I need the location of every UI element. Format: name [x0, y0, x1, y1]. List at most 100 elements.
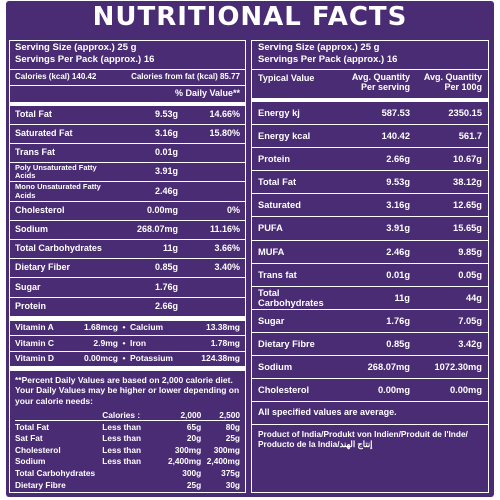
typical-value-name: MUFA: [258, 246, 285, 257]
dv-2500: 2,400mg: [206, 456, 240, 467]
dv-nutrient: Dietary Fibre: [15, 479, 66, 490]
dv-comparison: Less than: [102, 456, 142, 467]
col-typical-value: Typical Value: [258, 73, 315, 83]
daily-value-header: % Daily Value**: [10, 86, 245, 106]
nutrient-name: Dietary Fiber: [15, 262, 71, 273]
nutrient-row: Sodium 268.07mg 11.16%: [10, 221, 245, 240]
nutrient-name: Protein: [15, 300, 47, 311]
table-header: Typical Value Avg. Quantity Per serving …: [252, 70, 488, 102]
per-serving-value: 0.00mg: [377, 385, 410, 396]
per-100g-value: 2350.15: [448, 107, 482, 118]
per-100g-value: 561.7: [458, 131, 482, 142]
dv-2000: 25g: [186, 479, 202, 490]
vitamin-name: Vitamin A: [15, 322, 54, 333]
per-serving-value: 3.16g: [386, 200, 410, 211]
dv-2000: 300g: [182, 468, 202, 479]
vitamin-row: Vitamin D 0.00mcg • Potassium 124.38mg: [10, 352, 245, 368]
nutrient-value: 11g: [162, 243, 178, 254]
nutrient-daily-value: 14.66%: [209, 108, 240, 119]
daily-value-row: Total Fat Less than 65g 80g: [15, 421, 240, 433]
per-100g-value: 12.65g: [453, 200, 482, 211]
per-serving-value: 0.01g: [386, 269, 410, 280]
nutrient-value: 0.00mg: [146, 204, 178, 215]
table-row: Total Carbohydrates 11g 44g: [252, 287, 488, 310]
calories-from-fat: Calories from fat (kcal) 85.77: [131, 72, 240, 81]
nutrient-value: 0.85g: [154, 262, 178, 273]
origin-text: Product of India/Produkt von Indien/Prod…: [258, 429, 468, 450]
per-serving-value: 140.42: [381, 131, 410, 142]
table-row: Energy kj 587.53 2350.15: [252, 102, 488, 126]
nutrient-name: Sugar: [15, 281, 41, 292]
vitamin-name: Vitamin D: [15, 353, 55, 364]
dv-2500: 25g: [225, 433, 240, 444]
dv-2500: 80g: [225, 421, 240, 432]
right-table-rows: Energy kj 587.53 2350.15 Energy kcal 140.42 5…: [252, 102, 488, 403]
col-per-serving: Avg. Quantity Per serving: [351, 72, 410, 92]
mineral-name: Potassium: [130, 353, 173, 364]
table-row: Cholesterol 0.00mg 0.00mg: [252, 379, 488, 403]
per-serving-value: 587.53: [381, 107, 410, 118]
nutrient-list: Total Fat 9.53g 14.66% Saturated Fat 3.16g 15…: [10, 106, 245, 317]
mineral-value: 1.78mg: [210, 337, 240, 348]
serving-size: Serving Size (approx.) 25 g: [15, 42, 137, 53]
table-row: Trans fat 0.01g 0.05g: [252, 264, 488, 287]
nutrient-value: 1.76g: [154, 281, 178, 292]
nutrient-row: Cholesterol 0.00mg 0%: [10, 202, 245, 221]
table-row: Total Fat 9.53g 38.12g: [252, 171, 488, 195]
nutrient-name: Saturated Fat: [15, 128, 73, 139]
dv-comparison: Less than: [102, 444, 142, 455]
typical-value-name: Total Fat: [258, 177, 297, 188]
separator: [10, 367, 245, 372]
bullet-separator: •: [122, 322, 126, 333]
per-serving-value: 2.46g: [386, 246, 410, 257]
calories-2500: 2,500: [219, 409, 240, 420]
nutrient-row: Poly Unsaturated Fatty Acids 3.91g: [10, 163, 245, 183]
dv-2000: 2,400mg: [167, 456, 202, 467]
per-100g-value: 0.05g: [458, 269, 482, 280]
nutrient-daily-value: 15.80%: [209, 128, 240, 139]
table-row: Dietary Fibre 0.85g 3.42g: [252, 333, 488, 357]
per-100g-value: 9.85g: [458, 246, 482, 257]
footnote: **Percent Daily Values are based on 2,00…: [15, 375, 240, 406]
typical-value-name: Sodium: [258, 361, 293, 372]
mineral-name: Iron: [130, 337, 147, 348]
vitamin-row: Vitamin A 1.68mcg • Calcium 13.38mg: [10, 321, 245, 337]
table-row: MUFA 2.46g 9.85g: [252, 241, 488, 264]
mineral-name: Calcium: [130, 322, 164, 333]
servings-per-pack: Servings Per Pack (approx.) 16: [258, 54, 398, 65]
daily-value-table-header: Calories : 2,000 2,500: [15, 410, 240, 422]
right-serving-info: Serving Size (approx.) 25 g Servings Per…: [252, 41, 488, 70]
dv-comparison: Less than: [102, 433, 142, 444]
left-serving-info: Serving Size (approx.) 25 g Servings Per…: [10, 41, 245, 70]
per-serving-value: 268.07mg: [367, 361, 410, 372]
bullet-separator: •: [122, 337, 126, 348]
typical-value-name: Cholesterol: [258, 385, 310, 396]
per-serving-value: 0.85g: [386, 338, 410, 349]
per-serving-value: 9.53g: [386, 177, 410, 188]
dv-2500: 375g: [221, 468, 240, 479]
serving-size: Serving Size (approx.) 25 g: [258, 42, 380, 53]
nutrient-row: Trans Fat 0.01g: [10, 144, 245, 164]
nutrient-row: Protein 2.66g: [10, 298, 245, 317]
table-row: Saturated 3.16g 12.65g: [252, 194, 488, 218]
table-row: PUFA 3.91g 15.65g: [252, 217, 488, 241]
us-nutrition-facts-box: Serving Size (approx.) 25 g Servings Per…: [9, 40, 246, 493]
col-per-100g: Avg. Quantity Per 100g: [423, 72, 482, 92]
daily-value-row: Dietary Fibre 25g 30g: [15, 479, 240, 491]
eu-nutrition-table-box: Serving Size (approx.) 25 g Servings Per…: [251, 40, 489, 493]
vitamin-value: 2.9mg: [93, 337, 118, 348]
mineral-value: 13.38mg: [205, 322, 240, 333]
typical-value-name: Protein: [258, 154, 291, 165]
nutrient-name: Trans Fat: [15, 147, 56, 158]
dv-nutrient: Total Carbohydrates: [15, 468, 96, 479]
nutrient-value: 2.46g: [154, 185, 178, 196]
page-title: NUTRITIONAL FACTS: [92, 2, 408, 32]
nutrient-row: Sugar 1.76g: [10, 278, 245, 298]
typical-value-name: Energy kcal: [258, 131, 311, 142]
per-100g-value: 7.05g: [458, 315, 482, 326]
table-row: Sugar 1.76g 7.05g: [252, 310, 488, 333]
per-100g-value: 3.42g: [458, 338, 482, 349]
calories-row: Calories (kcal) 140.42 Calories from fat…: [10, 70, 245, 86]
nutrient-daily-value: 3.40%: [214, 262, 240, 273]
typical-value-name: Trans fat: [258, 269, 297, 280]
